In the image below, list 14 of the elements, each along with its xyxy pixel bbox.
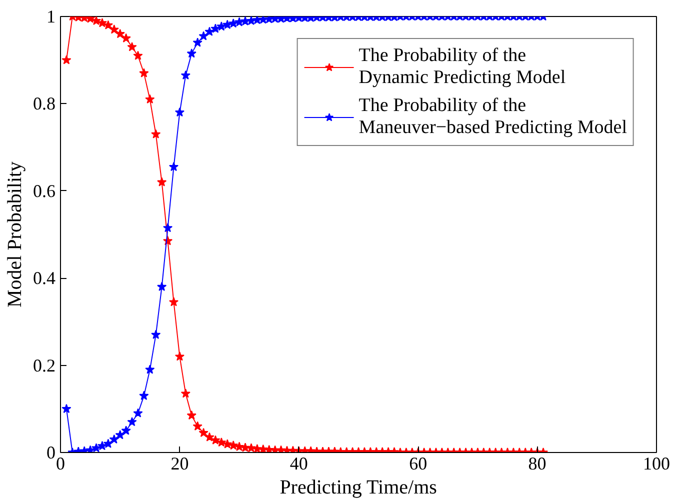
y-tick-label: 1: [46, 6, 56, 26]
x-tick-label: 20: [170, 454, 189, 474]
x-tick-label: 60: [409, 454, 428, 474]
x-axis-title: Predicting Time/ms: [280, 476, 438, 498]
y-tick-label: 0.4: [33, 268, 56, 288]
x-tick-label: 40: [290, 454, 308, 474]
legend-label: The Probability of the Maneuver−based Predicting Model: [358, 95, 627, 139]
legend-label: The Probability of the Dynamic Predicting Model: [358, 45, 566, 89]
y-axis-title: Model Probability: [4, 161, 26, 308]
y-tick-label: 0.8: [33, 94, 56, 114]
y-tick-label: 0.6: [33, 180, 56, 201]
x-tick-label: 100: [643, 454, 670, 474]
y-tick-label: 0.2: [33, 355, 56, 376]
x-tick-label: 80: [528, 454, 546, 474]
